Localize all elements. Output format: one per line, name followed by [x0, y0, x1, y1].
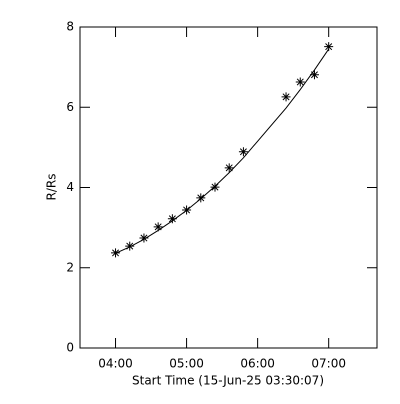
data-point: [224, 163, 234, 173]
x-tick-label: 07:00: [311, 357, 346, 371]
data-point: [295, 77, 305, 87]
y-tick-label: 2: [66, 260, 74, 274]
data-point: [324, 42, 334, 52]
y-tick-label: 4: [66, 180, 74, 194]
data-point: [167, 214, 177, 224]
data-point: [125, 241, 135, 251]
data-point: [210, 182, 220, 192]
data-point: [309, 70, 319, 80]
data-point: [281, 92, 291, 102]
data-point: [153, 222, 163, 232]
data-point: [196, 193, 206, 203]
y-tick-label: 6: [66, 100, 74, 114]
x-tick-label: 04:00: [98, 357, 133, 371]
data-point: [238, 147, 248, 157]
x-tick-label: 06:00: [240, 357, 275, 371]
y-tick-label: 0: [66, 341, 74, 355]
data-point: [139, 233, 149, 243]
y-tick-label: 8: [66, 20, 74, 34]
fit-line: [115, 48, 330, 254]
x-tick-label: 05:00: [169, 357, 204, 371]
x-axis-label: Start Time (15-Jun-25 03:30:07): [132, 374, 324, 388]
y-axis-label: R/Rs: [45, 174, 59, 201]
